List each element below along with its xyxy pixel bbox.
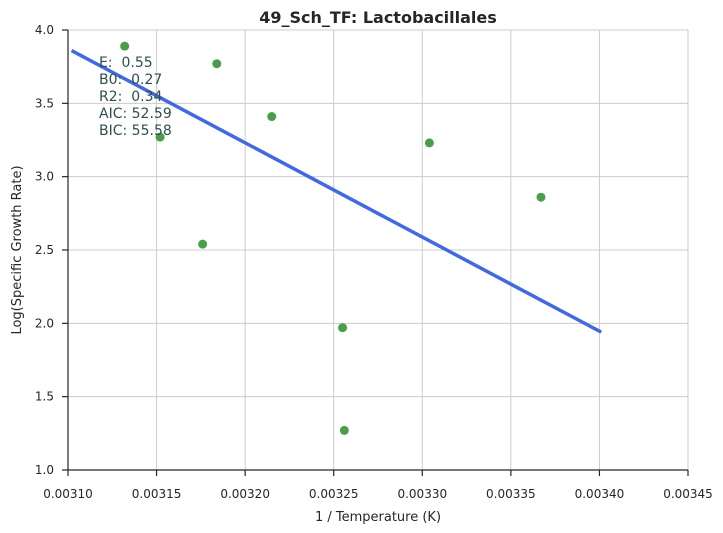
x-tick-label: 0.00340 xyxy=(575,487,625,501)
fit-statistic: E: 0.55 xyxy=(99,55,153,71)
scatter-point xyxy=(338,323,348,333)
y-tick-label: 4.0 xyxy=(35,23,54,37)
scatter-point xyxy=(339,425,349,435)
x-axis-label: 1 / Temperature (K) xyxy=(315,510,441,525)
y-tick-label: 1.5 xyxy=(35,390,54,404)
scatter-points xyxy=(120,41,546,435)
fit-statistic: R2: 0.34 xyxy=(99,89,163,105)
y-axis-label: Log(Specific Growth Rate) xyxy=(10,165,25,334)
y-tick-label: 2.5 xyxy=(35,243,54,257)
fit-statistic: BIC: 55.58 xyxy=(99,123,172,139)
fit-line-layer xyxy=(70,48,603,334)
chart-title: 49_Sch_TF: Lactobacillales xyxy=(259,8,497,27)
scatter-point xyxy=(155,132,165,142)
tick-labels: 0.00310 0.00315 0.00320 0.00325 0.00330 0.003… xyxy=(35,23,713,501)
x-tick-label: 0.00310 xyxy=(43,487,93,501)
x-tick-label: 0.00345 xyxy=(663,487,713,501)
y-tick-label: 2.0 xyxy=(35,316,54,330)
y-tick-label: 3.5 xyxy=(35,96,54,110)
fit-line xyxy=(70,48,603,334)
scatter-point xyxy=(536,192,546,202)
x-tick-label: 0.00330 xyxy=(397,487,447,501)
x-tick-label: 0.00325 xyxy=(309,487,359,501)
fit-statistic: B0: 0.27 xyxy=(99,72,162,88)
x-tick-label: 0.00315 xyxy=(132,487,182,501)
y-tick-label: 3.0 xyxy=(35,170,54,184)
scatter-point xyxy=(198,239,208,249)
scatter-point xyxy=(424,138,434,148)
x-tick-label: 0.00335 xyxy=(486,487,536,501)
x-tick-label: 0.00320 xyxy=(220,487,270,501)
fit-statistic: AIC: 52.59 xyxy=(99,106,172,122)
scatter-point xyxy=(120,41,130,51)
axes xyxy=(62,29,689,476)
y-tick-label: 1.0 xyxy=(35,463,54,477)
scatter-point xyxy=(212,59,222,69)
scatter-point xyxy=(267,112,277,122)
